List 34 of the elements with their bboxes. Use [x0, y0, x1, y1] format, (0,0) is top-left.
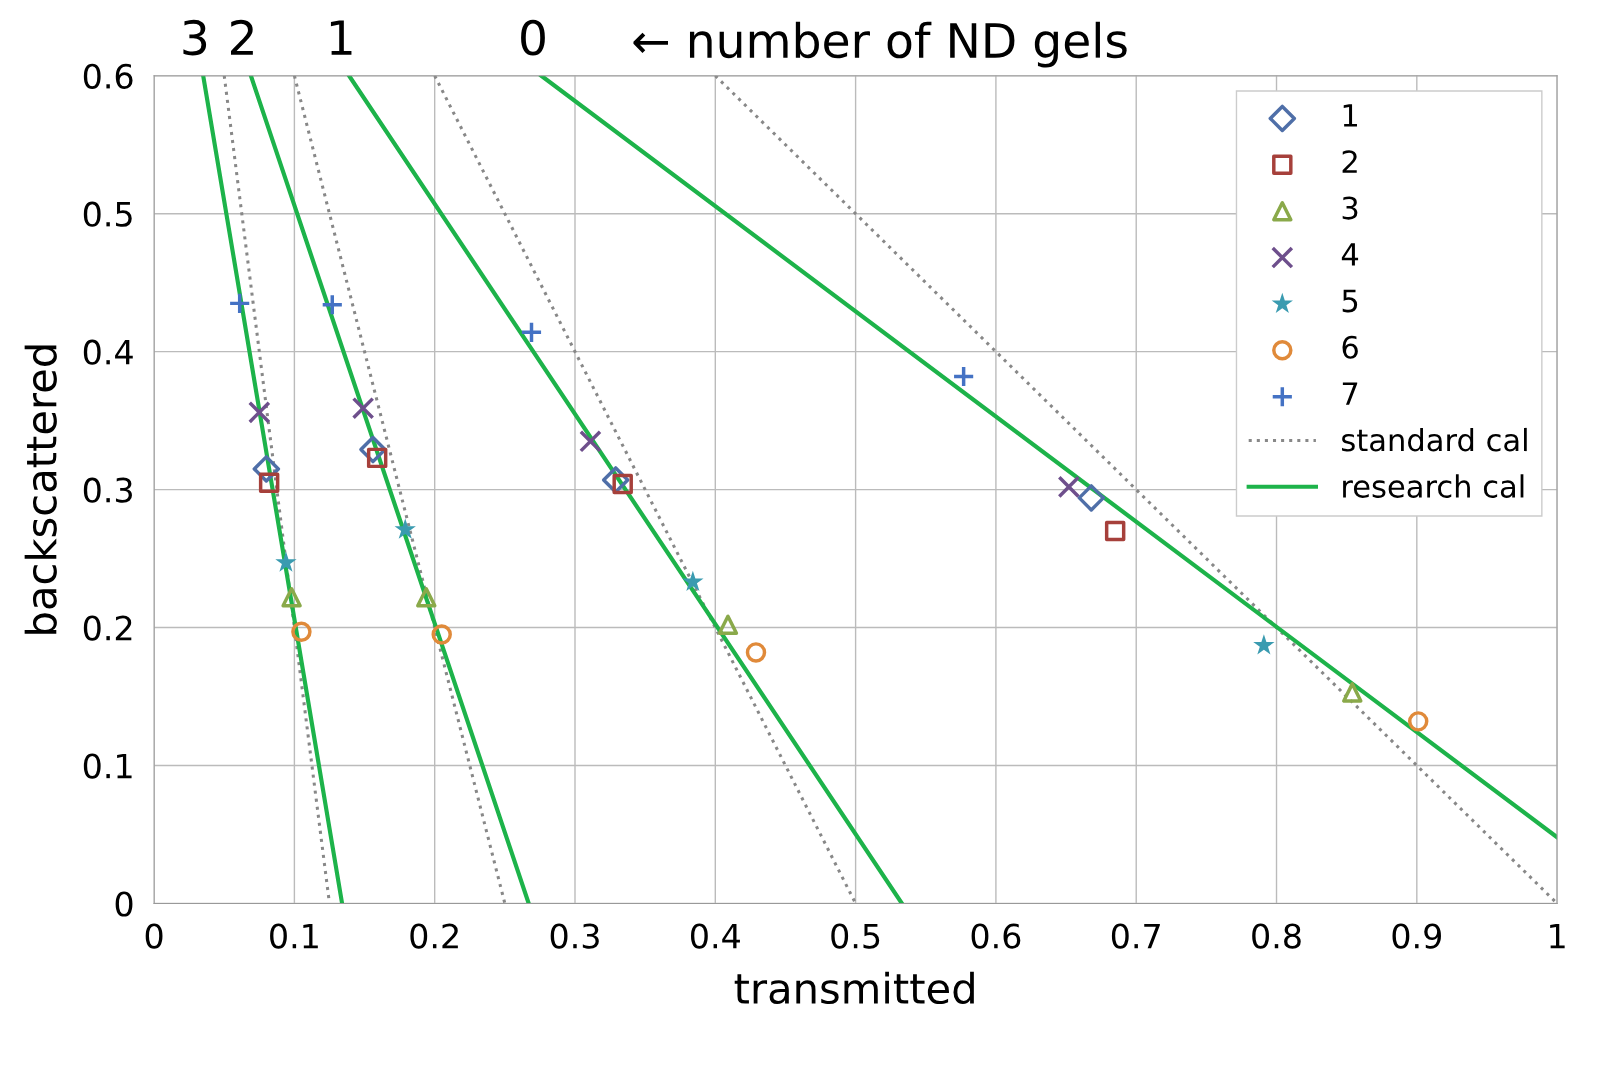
legend-label: standard cal: [1342, 427, 1527, 452]
y-axis-title: backscattered: [24, 345, 57, 634]
text: 0: [521, 19, 545, 56]
text: 3: [183, 19, 207, 56]
legend-label: research cal: [1343, 474, 1524, 498]
legend-label: 4: [1341, 243, 1359, 266]
x-tick-label: 0.8: [1252, 923, 1301, 949]
text: ← number of ND gels: [633, 21, 1127, 68]
legend-label: 6: [1342, 335, 1358, 359]
legend-label: 7: [1342, 382, 1358, 405]
legend-label: 1: [1343, 104, 1357, 127]
y-tick-label: 0.3: [83, 477, 132, 503]
x-tick-label: 0.7: [1111, 923, 1160, 949]
x-tick-label: 0.3: [550, 923, 599, 949]
text: 2: [231, 19, 253, 55]
x-tick-label: 0.6: [971, 923, 1021, 949]
y-tick-label: 0: [115, 891, 133, 917]
y-tick-label: 0.2: [83, 615, 132, 641]
legend-label: 2: [1342, 150, 1357, 173]
x-tick-label: 0.5: [831, 923, 880, 949]
y-tick-label: 0.1: [83, 753, 132, 779]
legend-label: 3: [1342, 196, 1358, 220]
x-tick-label: 0.1: [270, 923, 318, 949]
x-tick-label: 0.9: [1392, 923, 1441, 949]
x-tick-label: 1: [1550, 923, 1565, 949]
x-tick-label: 0: [145, 923, 163, 949]
x-axis-title: transmitted: [734, 971, 974, 1005]
y-tick-label: 0.4: [83, 339, 133, 365]
y-tick-label: 0.6: [83, 63, 133, 89]
x-tick-label: 0.4: [690, 923, 740, 949]
legend-label: 5: [1342, 289, 1358, 313]
y-tick-label: 0.5: [83, 201, 132, 227]
x-tick-label: 0.2: [410, 923, 458, 949]
text: 1: [330, 20, 352, 55]
